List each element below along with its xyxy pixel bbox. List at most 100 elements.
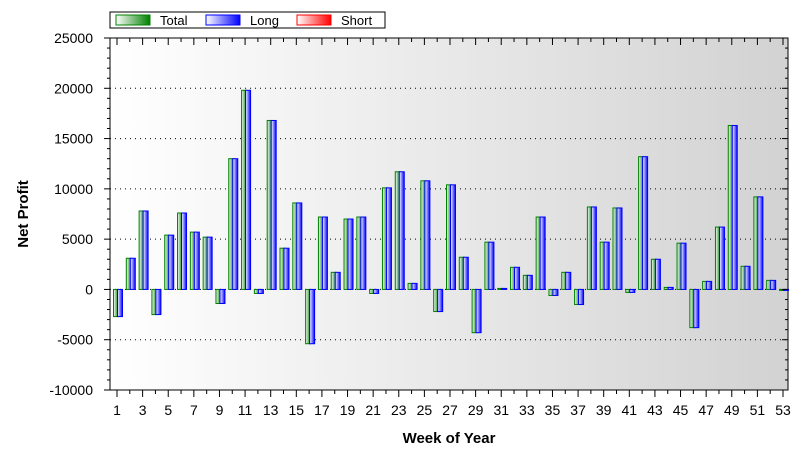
y-tick-label: -5000 bbox=[57, 332, 93, 348]
bar-long bbox=[629, 288, 636, 293]
bar-rect bbox=[693, 288, 700, 329]
bar-long bbox=[731, 124, 738, 290]
bar-rect bbox=[411, 282, 418, 290]
bar-rect bbox=[450, 184, 456, 290]
x-tick-label: 53 bbox=[775, 402, 791, 418]
y-tick-label: 15000 bbox=[54, 131, 93, 147]
bar-long bbox=[578, 288, 585, 306]
bar-long bbox=[360, 216, 367, 290]
bar-long bbox=[526, 274, 533, 290]
bar-rect bbox=[757, 196, 764, 290]
bar-long bbox=[642, 156, 649, 290]
bar-rect bbox=[245, 89, 252, 290]
legend-swatch-total bbox=[115, 14, 151, 26]
bar-long bbox=[385, 187, 392, 290]
x-tick-label: 3 bbox=[139, 402, 147, 418]
bar-long bbox=[424, 180, 431, 290]
y-tick-label: 25000 bbox=[54, 30, 93, 46]
bar-rect bbox=[654, 258, 661, 290]
bar-rect bbox=[206, 236, 213, 290]
bar-rect bbox=[501, 287, 508, 290]
bar-rect bbox=[219, 288, 226, 305]
bar-long bbox=[718, 226, 725, 290]
bar-long bbox=[398, 171, 405, 290]
bar-rect bbox=[347, 218, 354, 290]
bar-long bbox=[155, 288, 162, 316]
bar-rect bbox=[117, 288, 123, 318]
bar-long bbox=[706, 280, 713, 290]
bar-long bbox=[450, 184, 456, 290]
bar-long bbox=[309, 288, 316, 345]
x-tick-label: 33 bbox=[519, 402, 535, 418]
bar-rect bbox=[565, 271, 572, 290]
bar-long bbox=[590, 206, 597, 290]
legend-label-long: Long bbox=[250, 13, 279, 28]
x-tick-label: 51 bbox=[750, 402, 766, 418]
bar-long bbox=[373, 288, 380, 294]
bar-rect bbox=[475, 288, 482, 334]
x-tick-label: 23 bbox=[391, 402, 407, 418]
x-tick-label: 37 bbox=[570, 402, 586, 418]
x-tick-label: 25 bbox=[417, 402, 433, 418]
bar-long bbox=[514, 266, 521, 290]
y-axis-label: Net Profit bbox=[15, 180, 32, 248]
bar-rect bbox=[680, 242, 687, 290]
bar-long bbox=[257, 288, 264, 294]
bar-long bbox=[283, 247, 290, 290]
bar-long bbox=[667, 286, 674, 290]
bar-rect bbox=[181, 212, 188, 290]
legend-swatch-long bbox=[205, 14, 241, 26]
bar-long bbox=[347, 218, 354, 290]
bar-rect bbox=[706, 280, 713, 290]
bar-long bbox=[475, 288, 482, 334]
x-tick-label: 43 bbox=[647, 402, 663, 418]
bar-long bbox=[334, 271, 341, 290]
bar-long bbox=[616, 207, 623, 290]
bar-long bbox=[232, 158, 239, 290]
bar-rect bbox=[616, 207, 623, 290]
x-tick-label: 35 bbox=[545, 402, 561, 418]
bar-rect bbox=[142, 210, 149, 290]
bar-long bbox=[142, 210, 149, 290]
x-tick-label: 21 bbox=[365, 402, 381, 418]
bar-rect bbox=[232, 158, 239, 290]
bar-rect bbox=[552, 288, 559, 296]
bar-rect bbox=[193, 231, 200, 290]
x-axis-label: Week of Year bbox=[403, 430, 496, 447]
legend-label-total: Total bbox=[160, 13, 188, 28]
x-tick-label: 29 bbox=[468, 402, 484, 418]
bar-rect bbox=[309, 288, 316, 345]
x-tick-label: 5 bbox=[164, 402, 172, 418]
bar-long bbox=[693, 288, 700, 329]
legend: Total Long Short bbox=[109, 11, 386, 29]
bar-long bbox=[411, 282, 418, 290]
bar-rect bbox=[321, 216, 328, 290]
bar-long bbox=[321, 216, 328, 290]
bar-long bbox=[462, 256, 469, 290]
bar-long bbox=[181, 212, 188, 290]
bar-long bbox=[744, 265, 751, 290]
bar-long bbox=[603, 241, 610, 290]
bar-long bbox=[270, 119, 277, 290]
y-tick-label: -10000 bbox=[49, 382, 93, 398]
x-tick-label: 39 bbox=[596, 402, 612, 418]
bar-rect bbox=[718, 226, 725, 290]
x-tick-label: 47 bbox=[698, 402, 714, 418]
bar-long bbox=[245, 89, 252, 290]
bar-long bbox=[437, 288, 444, 313]
x-tick-label: 1 bbox=[113, 402, 121, 418]
bar-rect bbox=[296, 202, 303, 290]
x-tick-label: 19 bbox=[340, 402, 356, 418]
y-tick-label: 20000 bbox=[54, 80, 93, 96]
bar-rect bbox=[462, 256, 469, 290]
bar-rect bbox=[129, 257, 136, 290]
bar-rect bbox=[539, 216, 546, 290]
bar-rect bbox=[731, 124, 738, 290]
bar-long bbox=[488, 241, 495, 290]
x-tick-label: 27 bbox=[442, 402, 458, 418]
x-tick-label: 49 bbox=[724, 402, 740, 418]
bar-rect bbox=[578, 288, 585, 306]
bar-long bbox=[539, 216, 546, 290]
x-tick-label: 41 bbox=[622, 402, 638, 418]
